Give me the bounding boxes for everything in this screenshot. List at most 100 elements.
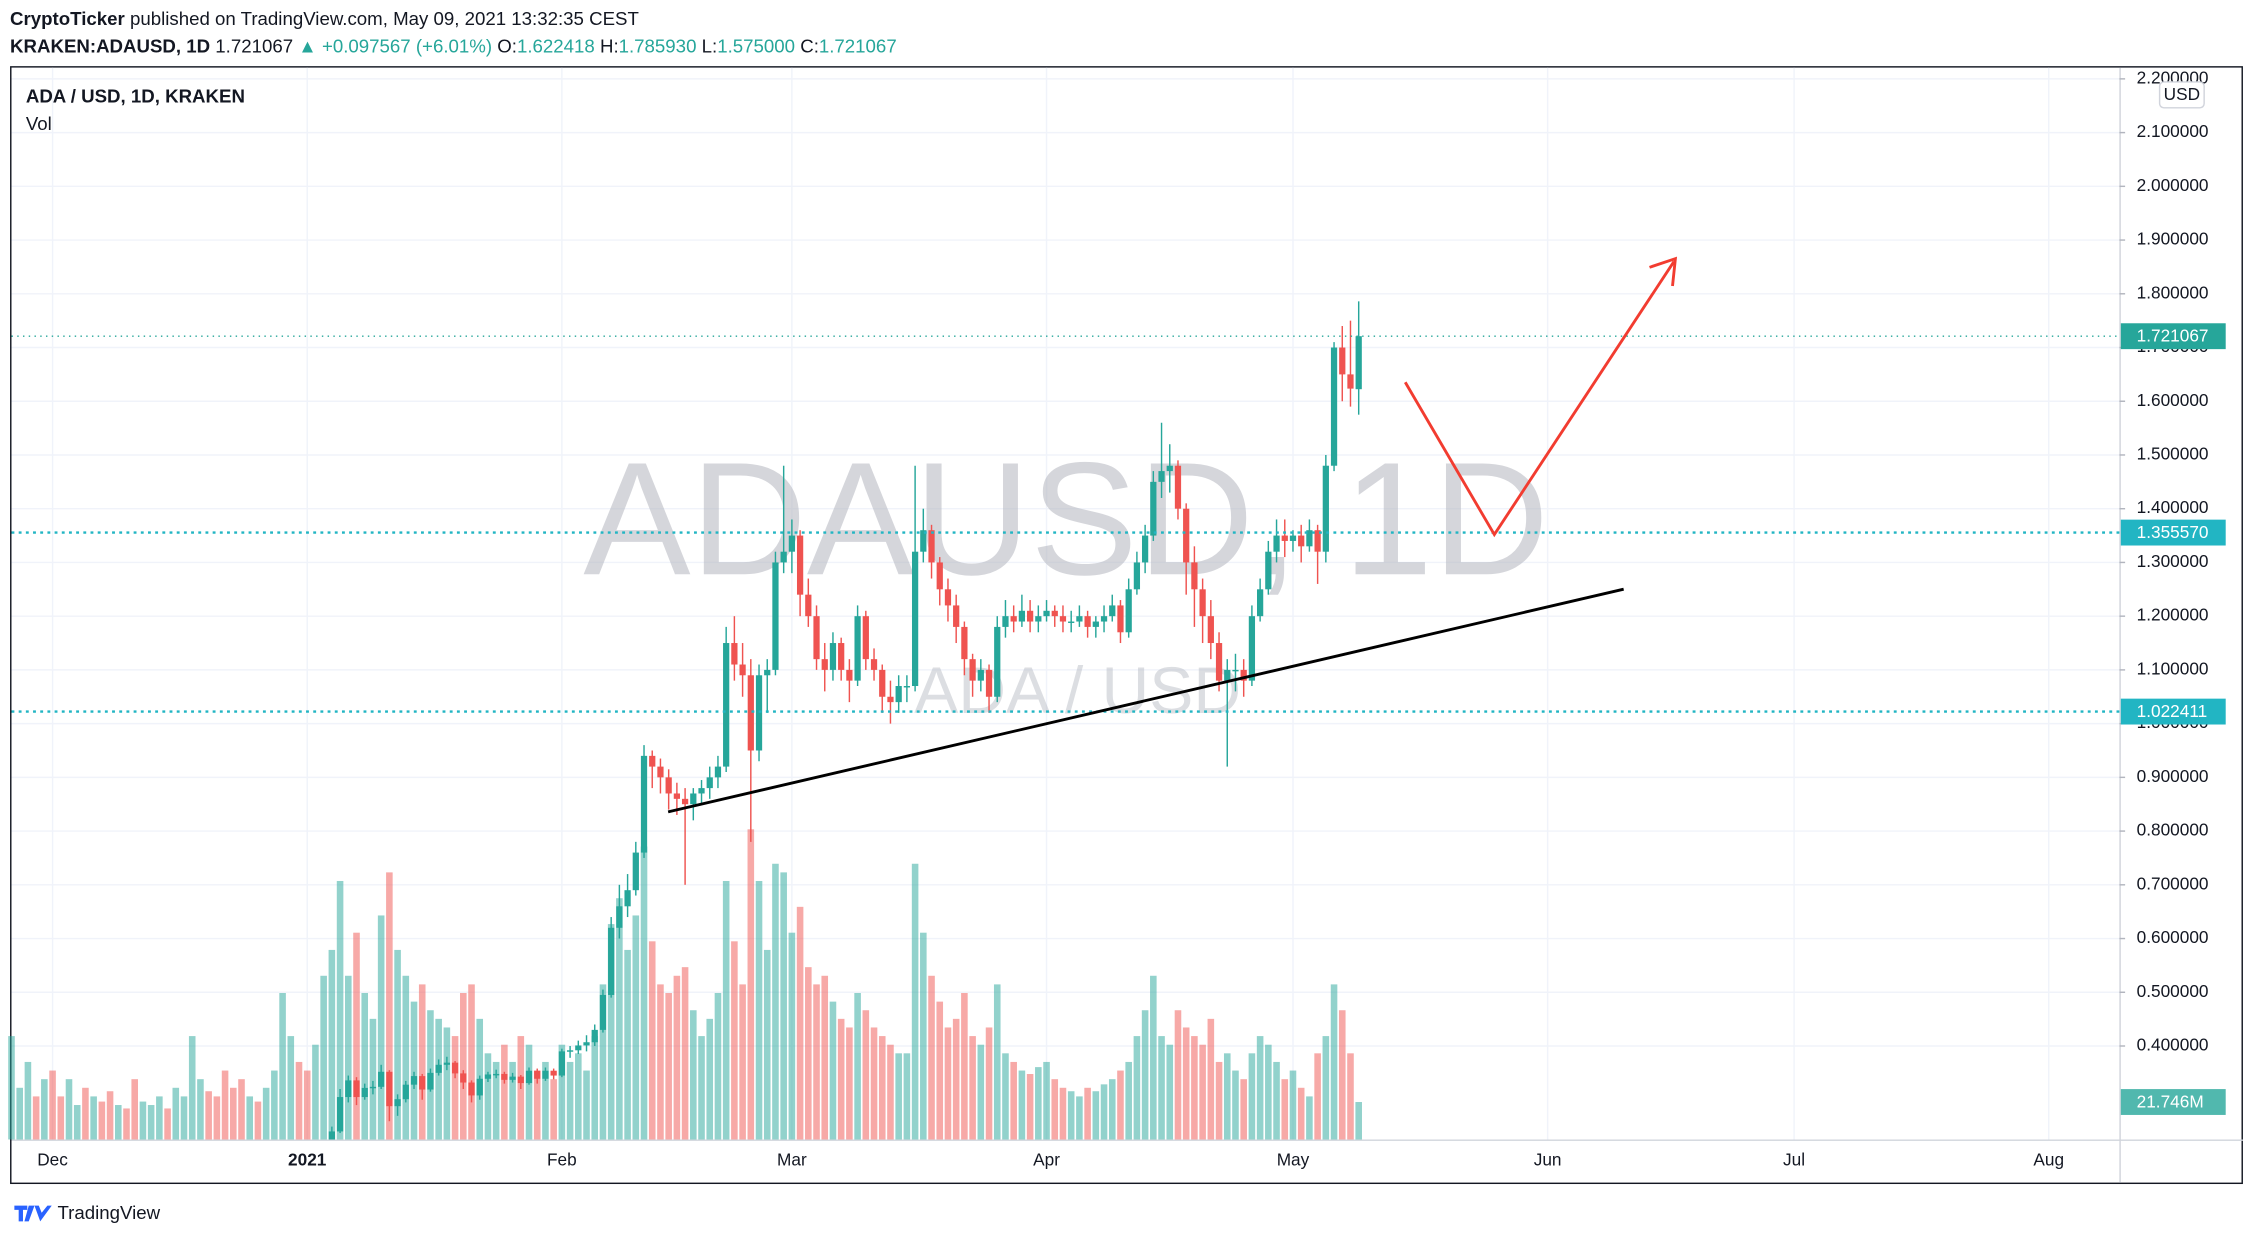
volume-bar bbox=[681, 967, 689, 1140]
candle-body bbox=[1191, 562, 1198, 590]
candle-body bbox=[443, 1062, 450, 1065]
candle-body bbox=[361, 1087, 368, 1098]
volume-bar bbox=[985, 1027, 993, 1140]
volume-bar bbox=[1158, 1036, 1165, 1140]
volume-bar bbox=[583, 1070, 590, 1140]
candle-body bbox=[1100, 616, 1108, 622]
candle-body bbox=[862, 616, 869, 660]
candle-body bbox=[1183, 508, 1190, 563]
candle-body bbox=[821, 659, 828, 670]
volume-bar bbox=[1043, 1061, 1050, 1140]
candle-body bbox=[1026, 610, 1034, 622]
candle-body bbox=[1092, 621, 1099, 627]
candle-body bbox=[542, 1070, 549, 1079]
volume-bar bbox=[82, 1087, 89, 1140]
volume-bar bbox=[1026, 1074, 1034, 1140]
candle-body bbox=[1322, 465, 1329, 552]
candle-body bbox=[870, 659, 878, 670]
y-tick-label: 0.800000 bbox=[2137, 820, 2209, 840]
candle-body bbox=[1076, 616, 1083, 622]
volume-bar bbox=[279, 993, 286, 1140]
volume-bar bbox=[1314, 1053, 1321, 1140]
volume-bar bbox=[164, 1108, 171, 1140]
candle-body bbox=[550, 1070, 557, 1076]
volume-bar bbox=[1338, 1010, 1346, 1140]
candle-body bbox=[369, 1086, 377, 1089]
candle-body bbox=[953, 605, 960, 627]
volume-bar bbox=[829, 1001, 837, 1140]
volume-bar bbox=[599, 984, 607, 1140]
published: published on TradingView.com, May 09, 20… bbox=[130, 8, 639, 29]
candle-body bbox=[936, 562, 943, 590]
volume-bar bbox=[895, 1053, 902, 1140]
volume-bar bbox=[846, 1027, 853, 1140]
y-tick-label: 1.600000 bbox=[2137, 390, 2209, 410]
candle-body bbox=[632, 852, 639, 891]
volume-bar bbox=[73, 1105, 81, 1140]
candle-body bbox=[1289, 535, 1297, 541]
candle-body bbox=[1199, 589, 1206, 617]
volume-bar bbox=[246, 1096, 254, 1140]
volume-bar bbox=[739, 984, 746, 1140]
candle-body bbox=[624, 890, 631, 907]
volume-bar bbox=[435, 1018, 442, 1140]
volume-bar bbox=[98, 1101, 106, 1140]
candle-body bbox=[649, 755, 656, 767]
candle-body bbox=[1281, 535, 1288, 541]
x-tick-label: Feb bbox=[547, 1150, 577, 1170]
candle-body bbox=[328, 1131, 335, 1140]
volume-bar bbox=[402, 975, 410, 1140]
volume-bar bbox=[673, 975, 681, 1140]
volume-bar bbox=[747, 829, 755, 1140]
volume-bar bbox=[607, 924, 615, 1140]
candle-body bbox=[378, 1071, 385, 1087]
price-label: 1.721067 bbox=[2137, 325, 2209, 345]
volume-bar bbox=[1265, 1044, 1272, 1140]
volume-bar bbox=[1117, 1070, 1124, 1140]
currency-button[interactable] bbox=[2158, 81, 2205, 109]
volume-bar bbox=[525, 1044, 533, 1140]
volume-bar bbox=[1035, 1067, 1042, 1140]
y-tick-label: 1.500000 bbox=[2137, 444, 2209, 464]
volume-bar bbox=[410, 1001, 418, 1140]
volume-bar bbox=[468, 984, 475, 1140]
symbol: KRAKEN:ADAUSD, 1D bbox=[10, 35, 210, 56]
candle-body bbox=[1174, 465, 1182, 509]
change: ▲ +0.097567 (+6.01%) bbox=[298, 35, 492, 56]
volume-bar bbox=[1223, 1053, 1231, 1140]
volume-bar bbox=[780, 872, 787, 1140]
volume-bar bbox=[1100, 1084, 1108, 1140]
candle-body bbox=[895, 686, 902, 703]
candle-body bbox=[969, 659, 976, 681]
volume-bar bbox=[114, 1105, 122, 1140]
candle-body bbox=[1256, 589, 1264, 617]
currency[interactable]: USD bbox=[2164, 84, 2200, 104]
price-label: 1.355570 bbox=[2137, 522, 2209, 542]
candle-body bbox=[575, 1045, 582, 1051]
candle-body bbox=[608, 927, 615, 995]
candle-body bbox=[755, 675, 763, 751]
candle-body bbox=[566, 1050, 574, 1052]
volume-bar bbox=[1322, 1036, 1330, 1140]
volume-bar bbox=[41, 1079, 48, 1140]
volume-bar bbox=[1297, 1087, 1305, 1140]
candle-body bbox=[944, 589, 952, 606]
volume-bar bbox=[460, 993, 467, 1140]
volume-bar bbox=[952, 1018, 960, 1140]
candle-body bbox=[402, 1084, 409, 1100]
volume-bar bbox=[443, 1027, 451, 1140]
candle-body bbox=[427, 1072, 434, 1090]
candle-body bbox=[887, 696, 894, 703]
y-tick-label: 1.300000 bbox=[2137, 551, 2209, 571]
volume-bar bbox=[1232, 1070, 1239, 1140]
candle-body bbox=[1125, 589, 1132, 633]
candle-body bbox=[813, 616, 820, 660]
volume-bar bbox=[139, 1101, 147, 1140]
candle-body bbox=[640, 755, 648, 853]
x-tick-label: Jul bbox=[1783, 1150, 1805, 1170]
candle-body bbox=[723, 643, 730, 767]
candle-body bbox=[591, 1029, 598, 1043]
candle-body bbox=[1133, 562, 1141, 590]
volume-bar bbox=[394, 949, 401, 1140]
